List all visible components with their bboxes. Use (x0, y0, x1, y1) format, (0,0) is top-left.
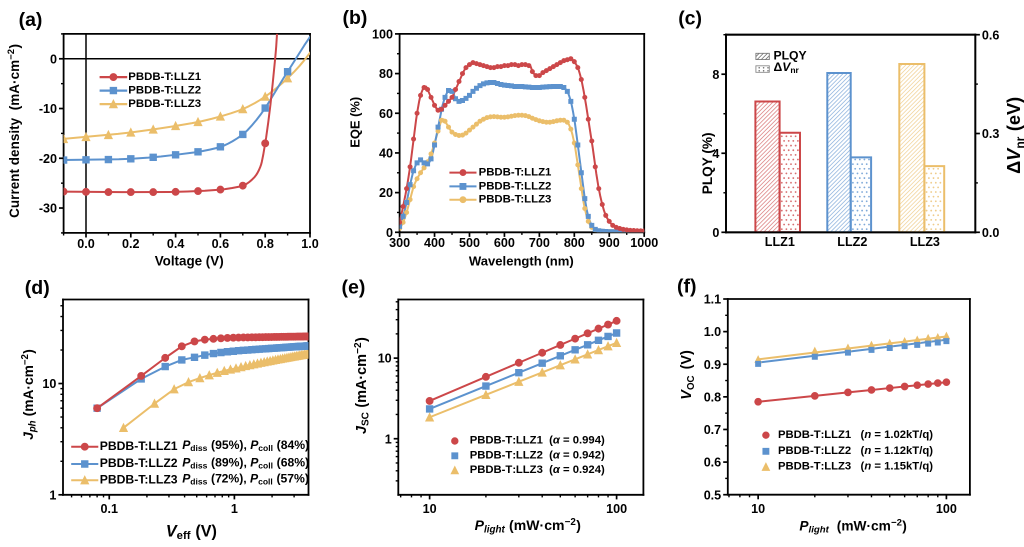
svg-text:P l i g h: P l i g h t ( m W · c m ) − 2 (799, 505, 912, 537)
svg-text:0.0: 0.0 (982, 226, 1000, 240)
svg-text:PBDB-T:LLZ3: PBDB-T:LLZ3 (128, 98, 201, 110)
svg-text:PBDB-T:LLZ2: PBDB-T:LLZ2 (128, 85, 201, 97)
svg-text:0: 0 (50, 52, 57, 66)
svg-text:0.2: 0.2 (122, 237, 140, 251)
svg-text:10: 10 (378, 352, 392, 366)
svg-text:(eV): (eV) (1004, 97, 1024, 131)
svg-text:LLZ3: LLZ3 (910, 235, 940, 249)
svg-text:0.9: 0.9 (704, 358, 722, 372)
svg-text:100: 100 (936, 502, 957, 516)
svg-text:PLQY: PLQY (773, 49, 806, 63)
svg-text:0.4: 0.4 (167, 237, 185, 251)
svg-text:1: 1 (49, 488, 56, 502)
svg-text:1000: 1000 (630, 236, 658, 250)
svg-text:400: 400 (424, 236, 445, 250)
svg-text:PBDB-T:LLZ3: PBDB-T:LLZ3 (479, 194, 552, 206)
svg-text:20: 20 (379, 186, 393, 200)
svg-text:700: 700 (529, 236, 550, 250)
svg-text:J S C − 2: J S C − 2 ( m A · c m ) (341, 337, 373, 434)
svg-text:P B D B -: P B D B - T : L L Z 1 ( = 1 . 0 2 k T / … (778, 418, 939, 443)
svg-text:C u r r e: C u r r e n t d e n s i t y ( m A · c m … (0, 38, 24, 217)
svg-text:-30: -30 (39, 202, 57, 216)
svg-text:300: 300 (389, 236, 410, 250)
svg-text:0.5: 0.5 (704, 488, 722, 502)
svg-text:8: 8 (712, 68, 719, 82)
svg-text:P B D B -: P B D B - T : L L Z 2 ( = 0 . 9 4 2 ) α (470, 438, 611, 463)
svg-text:PBDB-T:LLZ1: PBDB-T:LLZ1 (100, 439, 178, 453)
svg-text:0.8: 0.8 (256, 237, 274, 251)
svg-text:0.7: 0.7 (704, 423, 722, 437)
svg-text:P l i g h: P l i g h t ( m W · c m ) − 2 (475, 505, 587, 537)
svg-text:PBDB-T:LLZ3: PBDB-T:LLZ3 (100, 472, 178, 486)
svg-text:P B D B -: P B D B - T : L L Z 3 ( = 1 . 1 5 k T / … (778, 450, 939, 475)
svg-text:V: V (679, 389, 695, 400)
svg-text:1.1: 1.1 (704, 293, 722, 307)
svg-text:LLZ2: LLZ2 (837, 235, 867, 249)
svg-text:0.6: 0.6 (212, 237, 230, 251)
svg-text:0.3: 0.3 (982, 127, 1000, 141)
svg-text:1: 1 (385, 432, 392, 446)
svg-text:(b): (b) (343, 7, 368, 29)
svg-text:0.6: 0.6 (982, 28, 1000, 42)
svg-text:10: 10 (42, 377, 56, 391)
svg-text:40: 40 (379, 147, 393, 161)
svg-text:J p h (: J p h ( m A · c m ) − 2 (8, 344, 40, 440)
svg-text:LLZ1: LLZ1 (765, 235, 795, 249)
svg-text:0.0: 0.0 (77, 237, 94, 251)
svg-text:100: 100 (372, 27, 393, 41)
svg-text:PBDB-T:LLZ2: PBDB-T:LLZ2 (100, 456, 178, 470)
svg-text:600: 600 (494, 236, 515, 250)
svg-text:PLQY (%): PLQY (%) (700, 132, 715, 194)
svg-text:P P d i s: P P d i s s c o l l ( 7 2 % ) , ( 5 7 % … (182, 463, 310, 490)
svg-text:60: 60 (379, 107, 393, 121)
svg-text:PBDB-T:LLZ1: PBDB-T:LLZ1 (128, 71, 201, 83)
svg-text:(e): (e) (342, 277, 366, 299)
svg-text:4: 4 (712, 147, 719, 161)
svg-text:0: 0 (712, 226, 719, 240)
svg-text:(f): (f) (677, 275, 696, 297)
svg-text:EQE (%): EQE (%) (347, 97, 362, 148)
svg-text:-10: -10 (39, 102, 57, 116)
svg-text:OC: OC (686, 376, 697, 391)
svg-text:0.1: 0.1 (100, 502, 118, 516)
svg-text:P B D B -: P B D B - T : L L Z 1 ( = 0 . 9 9 4 ) α (470, 424, 611, 449)
svg-text:100: 100 (606, 502, 627, 516)
svg-text:1.0: 1.0 (704, 325, 722, 339)
svg-text:0.8: 0.8 (704, 390, 722, 404)
svg-text:PBDB-T:LLZ2: PBDB-T:LLZ2 (479, 180, 552, 192)
svg-text:0.6: 0.6 (704, 456, 722, 470)
svg-text:nr: nr (1013, 136, 1024, 148)
svg-text:10: 10 (423, 502, 437, 516)
svg-text:PBDB-T:LLZ1: PBDB-T:LLZ1 (479, 167, 552, 179)
svg-text:(d): (d) (25, 277, 50, 299)
svg-text:0: 0 (386, 226, 393, 240)
svg-text:(c): (c) (678, 8, 702, 30)
svg-text:10: 10 (751, 502, 765, 516)
svg-text:Wavelength (nm): Wavelength (nm) (469, 254, 574, 269)
svg-text:80: 80 (379, 67, 393, 81)
svg-text:P B D B -: P B D B - T : L L Z 2 ( = 1 . 1 2 k T / … (778, 434, 939, 459)
svg-text:800: 800 (564, 236, 585, 250)
svg-text:P B D B -: P B D B - T : L L Z 3 ( = 0 . 9 2 4 ) α (470, 453, 611, 478)
svg-text:P P d i s: P P d i s s c o l l ( 9 5 % ) , ( 8 4 % … (182, 429, 310, 456)
svg-text:-20: -20 (39, 152, 57, 166)
svg-text:Voltage (V): Voltage (V) (155, 254, 224, 269)
svg-text:V e f f: V e f f ( V ) (166, 517, 217, 545)
svg-text:500: 500 (459, 236, 480, 250)
svg-text:1.0: 1.0 (301, 237, 319, 251)
svg-text:V: V (1004, 147, 1024, 161)
svg-text:P P d i s: P P d i s s c o l l ( 8 9 % ) , ( 6 8 % … (182, 446, 310, 473)
svg-text:900: 900 (599, 236, 620, 250)
svg-text:(V): (V) (679, 350, 695, 369)
svg-text:Δ: Δ (1004, 161, 1024, 174)
svg-text:1: 1 (231, 502, 238, 516)
svg-text:(a): (a) (19, 9, 43, 31)
svg-text:Δ V n r: Δ V n r (773, 51, 801, 78)
